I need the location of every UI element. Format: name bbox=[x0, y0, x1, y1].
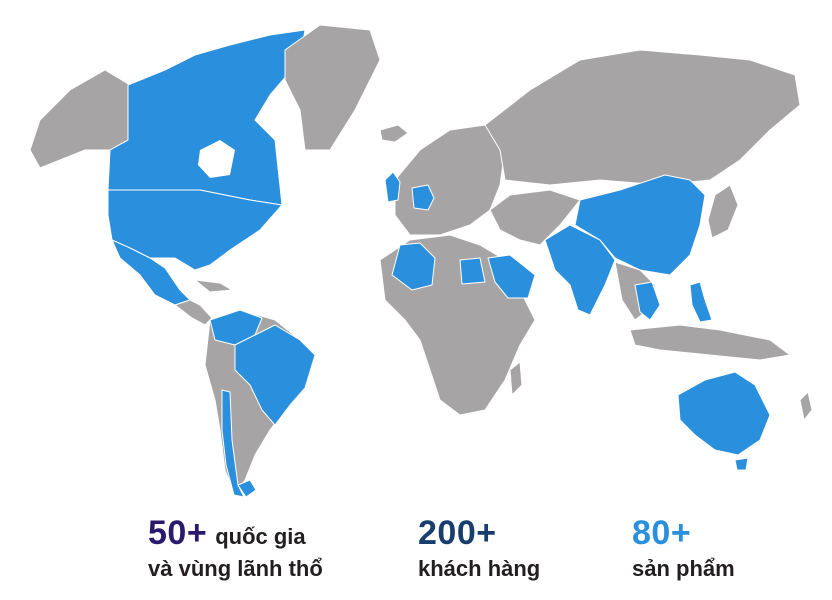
region-indonesia bbox=[629, 324, 791, 361]
region-uk[interactable] bbox=[384, 171, 401, 203]
region-hudson-bay bbox=[198, 140, 235, 178]
region-cuba bbox=[194, 279, 233, 293]
stat-countries-label-1: quốc gia bbox=[215, 524, 306, 549]
region-germany[interactable] bbox=[411, 184, 435, 211]
stat-customers: 200+ khách hàng bbox=[418, 516, 540, 580]
region-central-america bbox=[174, 299, 213, 326]
stat-countries-number: 50+ bbox=[148, 514, 208, 552]
stat-customers-number: 200+ bbox=[418, 514, 497, 552]
region-central-asia bbox=[489, 189, 581, 246]
stat-products-number: 80+ bbox=[632, 514, 692, 552]
region-egypt[interactable] bbox=[459, 257, 486, 285]
stat-products-label: sản phẩm bbox=[632, 556, 735, 581]
region-new-zealand bbox=[799, 391, 813, 421]
region-europe bbox=[394, 124, 506, 236]
region-australia[interactable] bbox=[677, 371, 771, 456]
region-south-asia[interactable] bbox=[544, 224, 616, 316]
region-iceland bbox=[379, 124, 409, 143]
region-philippines[interactable] bbox=[689, 281, 713, 323]
region-chile[interactable] bbox=[221, 389, 245, 498]
world-map bbox=[29, 24, 813, 498]
region-japan bbox=[707, 184, 739, 239]
region-thailand-vietnam[interactable] bbox=[634, 281, 661, 321]
region-argentina[interactable] bbox=[237, 479, 257, 498]
stat-customers-label: khách hàng bbox=[418, 556, 541, 581]
stat-countries-label-2: và vùng lãnh thổ bbox=[148, 556, 323, 581]
stats-bar: 50+ quốc gia và vùng lãnh thổ 200+ khách… bbox=[0, 510, 832, 600]
stat-products: 80+ sản phẩm bbox=[632, 516, 735, 580]
region-algeria[interactable] bbox=[391, 242, 436, 291]
region-greenland bbox=[284, 24, 381, 151]
region-china[interactable] bbox=[574, 174, 706, 276]
region-madagascar bbox=[509, 361, 523, 396]
region-russia bbox=[484, 49, 801, 186]
region-canada[interactable] bbox=[107, 29, 306, 206]
region-tasmania[interactable] bbox=[734, 457, 749, 471]
region-saudi-arabia[interactable] bbox=[487, 254, 536, 299]
region-brazil[interactable] bbox=[234, 324, 316, 426]
stat-countries: 50+ quốc gia và vùng lãnh thổ bbox=[148, 516, 323, 580]
